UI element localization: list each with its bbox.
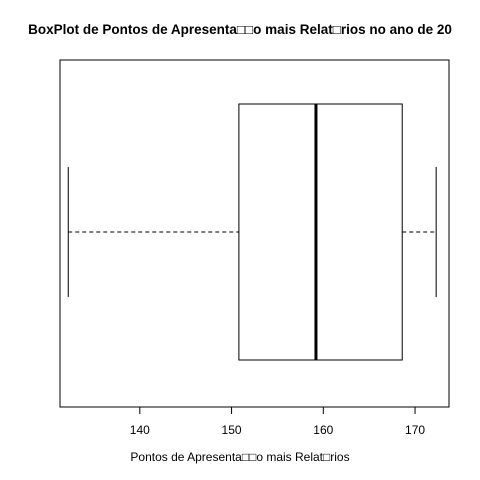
x-tick-label: 140 xyxy=(130,423,150,437)
x-tick-label: 160 xyxy=(313,423,333,437)
chart-title: BoxPlot de Pontos de Apresenta□□o mais R… xyxy=(28,22,452,37)
boxplot-box-group xyxy=(67,103,437,361)
interquartile-box xyxy=(238,103,403,361)
x-axis: 140 150 160 170 xyxy=(130,406,425,437)
x-tick-label: 170 xyxy=(405,423,425,437)
x-tick-label: 150 xyxy=(222,423,242,437)
x-axis-label: Pontos de Apresenta□□o mais Relat□rios xyxy=(130,450,350,464)
